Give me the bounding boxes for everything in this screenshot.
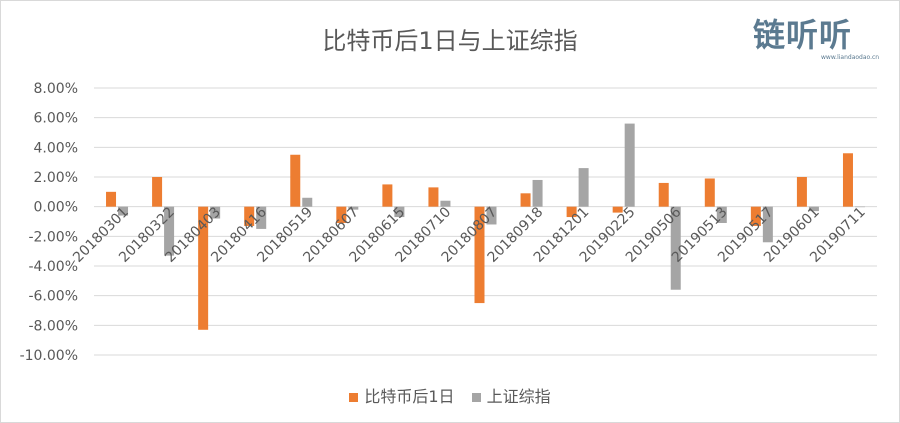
bar-series1 xyxy=(106,191,117,207)
legend-label-series1: 比特币后1日 xyxy=(364,387,455,406)
bar-series1 xyxy=(198,206,209,330)
bar-series1 xyxy=(336,206,347,223)
bar-series1 xyxy=(382,184,393,207)
chart-title: 比特币后1日与上证综指 xyxy=(322,27,578,55)
bar-series2 xyxy=(624,123,635,207)
bar-series2 xyxy=(394,206,405,218)
y-tick-label: 6.00% xyxy=(34,111,78,127)
logo-text: 链听听 xyxy=(753,16,853,54)
bar-series2 xyxy=(256,206,267,229)
bar-series2 xyxy=(670,206,681,290)
y-tick-label: 2.00% xyxy=(34,170,78,186)
bar-series2 xyxy=(854,206,865,208)
bar-series2 xyxy=(762,206,773,243)
legend-swatch-orange xyxy=(349,393,359,402)
bar-series2 xyxy=(118,206,129,216)
bar-series1 xyxy=(152,177,163,207)
bar-series1 xyxy=(612,206,623,213)
chart-legend: 比特币后1日 上证综指 xyxy=(1,383,899,407)
bar-series2 xyxy=(302,197,313,207)
bar-series2 xyxy=(348,206,359,210)
y-tick-label: 0.00% xyxy=(34,200,78,216)
bar-series2 xyxy=(578,168,589,207)
bar-series1 xyxy=(842,153,853,207)
bar-series1 xyxy=(750,206,761,226)
bar-series1 xyxy=(244,206,255,226)
y-tick-label: -4.00% xyxy=(28,259,78,275)
bar-series2 xyxy=(440,200,451,207)
legend-swatch-gray xyxy=(471,393,481,402)
legend-item-series1: 比特币后1日 xyxy=(349,383,455,407)
bar-series2 xyxy=(164,206,175,256)
bar-series2 xyxy=(210,206,221,219)
bar-series2 xyxy=(808,206,819,212)
y-tick-label: -6.00% xyxy=(28,289,78,305)
bar-series1 xyxy=(796,177,807,207)
bar-series2 xyxy=(532,179,543,207)
y-tick-label: 4.00% xyxy=(34,140,78,156)
y-tick-label: -10.00% xyxy=(20,348,78,364)
bar-series1 xyxy=(566,206,577,218)
bar-series2 xyxy=(716,206,727,223)
bar-series1 xyxy=(290,154,301,207)
y-tick-label: 8.00% xyxy=(34,81,78,97)
bar-series2 xyxy=(486,206,497,225)
bar-series1 xyxy=(658,182,669,207)
bar-series1 xyxy=(428,187,439,207)
logo-url: www.liandaodao.cn xyxy=(821,54,880,61)
bar-series1 xyxy=(474,206,485,304)
legend-item-series2: 上证综指 xyxy=(471,383,551,407)
brand-logo: 链听听 www.liandaodao.cn xyxy=(753,17,893,67)
y-tick-label: -2.00% xyxy=(28,229,78,245)
y-tick-label: -8.00% xyxy=(28,318,78,334)
legend-label-series2: 上证综指 xyxy=(486,387,551,406)
bar-series1 xyxy=(520,193,531,207)
bar-series1 xyxy=(704,178,715,207)
